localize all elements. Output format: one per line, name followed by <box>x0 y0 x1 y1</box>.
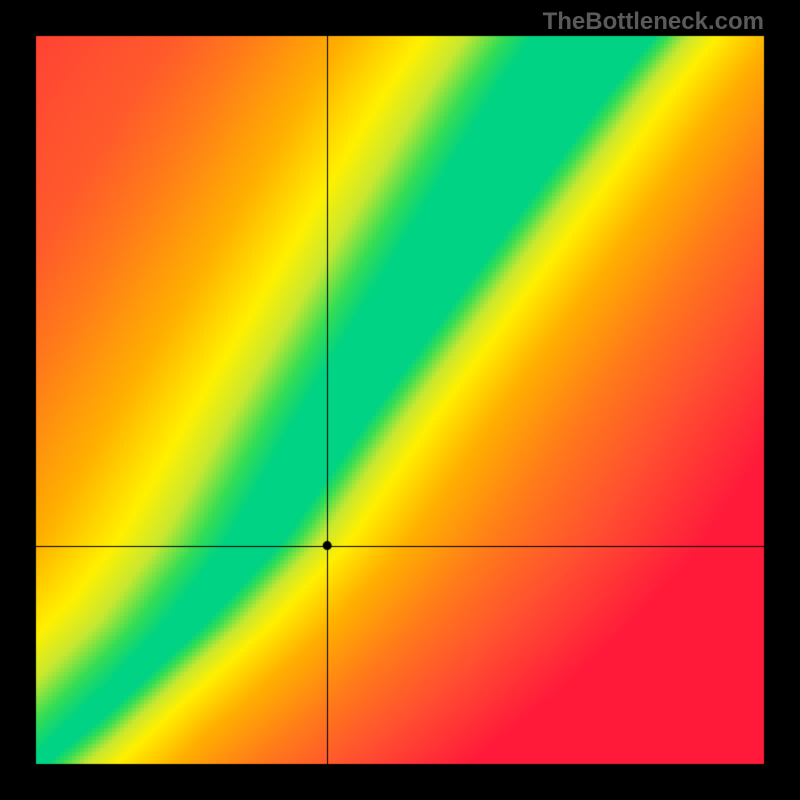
chart-container: TheBottleneck.com <box>0 0 800 800</box>
bottleneck-heatmap <box>0 0 800 800</box>
watermark-text: TheBottleneck.com <box>543 8 764 36</box>
